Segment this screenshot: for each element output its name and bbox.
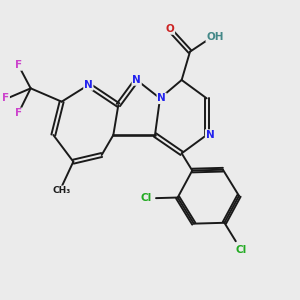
- Text: N: N: [132, 75, 141, 85]
- Text: F: F: [2, 93, 9, 103]
- Text: F: F: [15, 108, 22, 118]
- Text: N: N: [157, 93, 166, 103]
- Text: O: O: [166, 24, 174, 34]
- Text: N: N: [206, 130, 214, 140]
- Text: CH₃: CH₃: [52, 186, 71, 195]
- Text: OH: OH: [206, 32, 224, 42]
- Text: N: N: [84, 80, 93, 90]
- Text: Cl: Cl: [236, 245, 247, 255]
- Text: F: F: [15, 60, 22, 70]
- Text: Cl: Cl: [140, 194, 152, 203]
